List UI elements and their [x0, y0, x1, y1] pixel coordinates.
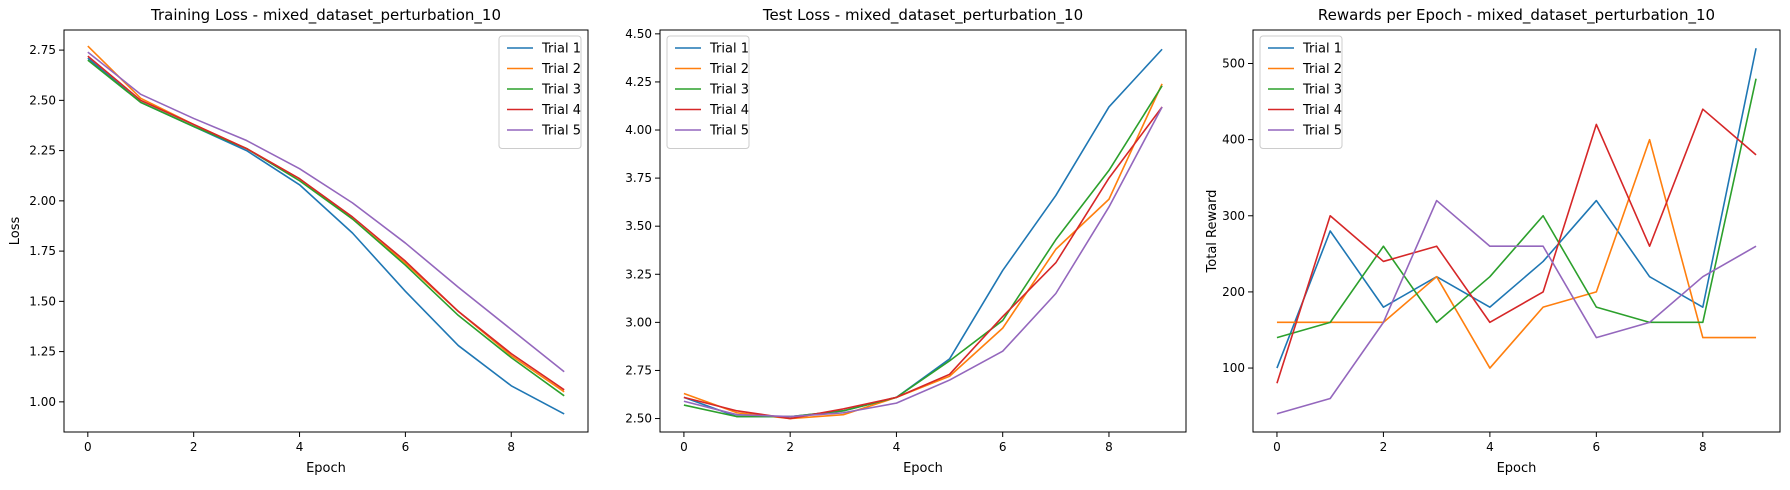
chart-title: Rewards per Epoch - mixed_dataset_pertur… [1318, 6, 1715, 25]
axes-frame [659, 29, 1187, 433]
series-line-trial-4 [87, 55, 565, 391]
y-tick-label: 2.75 [625, 363, 652, 377]
series-line-trial-5 [87, 51, 565, 373]
legend-label: Trial 3 [1302, 83, 1342, 98]
legend-box [498, 35, 582, 149]
chart-panel-3: 0 2 4 6 8 100 200 300 400 500 Rewards per Epoch - … [1205, 6, 1781, 476]
series-line-trial-2 [1276, 138, 1757, 369]
legend-label: Trial 4 [709, 103, 749, 118]
x-axis-label: Epoch [1497, 461, 1537, 476]
y-tick-label: 1.00 [29, 395, 56, 409]
x-axis: 0 2 4 6 8 [84, 432, 515, 454]
y-tick-label: 2.50 [625, 412, 652, 426]
y-tick-label: 3.50 [625, 219, 652, 233]
axes-frame [63, 29, 589, 433]
y-tick-label: 2.50 [29, 93, 56, 107]
x-tick-label: 6 [402, 440, 410, 454]
legend-label: Trial 3 [541, 83, 581, 98]
series-line-trial-1 [1276, 48, 1757, 369]
series-line-trial-5 [1276, 199, 1757, 415]
legend-label: Trial 2 [541, 62, 581, 77]
legend-label: Trial 4 [1302, 103, 1342, 118]
legend-label: Trial 5 [709, 124, 749, 139]
legend-box [666, 35, 750, 149]
x-tick-label: 4 [296, 440, 304, 454]
x-tick-label: 0 [680, 440, 688, 454]
axes-frame [1252, 29, 1781, 433]
chart-title: Test Loss - mixed_dataset_perturbation_1… [762, 6, 1083, 25]
y-tick-label: 4.00 [625, 123, 652, 137]
y-axis-label: Total Reward [1205, 190, 1220, 274]
y-axis: 100 200 300 400 500 [1222, 57, 1253, 375]
legend-label: Trial 2 [1302, 62, 1342, 77]
chart-title: Training Loss - mixed_dataset_perturbati… [150, 6, 501, 25]
x-tick-label: 2 [190, 440, 198, 454]
legend-box [1259, 35, 1343, 149]
y-tick-label: 3.00 [625, 315, 652, 329]
y-tick-label: 3.25 [625, 267, 652, 281]
y-tick-label: 500 [1222, 57, 1245, 71]
legend-label: Trial 3 [709, 83, 749, 98]
x-axis-label: Epoch [306, 461, 346, 476]
x-tick-label: 0 [1273, 440, 1281, 454]
y-tick-label: 4.25 [625, 75, 652, 89]
series-group [87, 45, 565, 415]
series-line-trial-5 [683, 106, 1163, 418]
y-tick-label: 2.75 [29, 43, 56, 57]
legend: Trial 1 Trial 2 Trial 3 Trial 4 Trial 5 [666, 35, 750, 149]
series-line-trial-4 [1276, 108, 1757, 384]
legend: Trial 1 Trial 2 Trial 3 Trial 4 Trial 5 [498, 35, 582, 149]
x-tick-label: 6 [1593, 440, 1601, 454]
x-tick-label: 2 [786, 440, 794, 454]
legend-label: Trial 4 [541, 103, 581, 118]
chart-panel-2: 0 2 4 6 8 2.50 2.75 3.00 3.25 3.50 3.75 4.00 4.25 4.5… [625, 6, 1187, 476]
series-group [683, 48, 1163, 420]
x-tick-label: 4 [893, 440, 901, 454]
x-tick-label: 8 [1699, 440, 1707, 454]
legend-label: Trial 1 [709, 42, 749, 57]
chart-panel-1: 0 2 4 6 8 1.00 1.25 1.50 1.75 2.00 2.25 2.50 2.75 Tra… [8, 6, 589, 476]
y-axis: 1.00 1.25 1.50 1.75 2.00 2.25 2.50 2.75 [29, 43, 64, 409]
legend-label: Trial 5 [1302, 124, 1342, 139]
legend-label: Trial 5 [541, 124, 581, 139]
series-line-trial-4 [683, 106, 1163, 420]
x-axis: 0 2 4 6 8 [1273, 432, 1707, 454]
y-tick-label: 2.25 [29, 144, 56, 158]
x-tick-label: 8 [1105, 440, 1113, 454]
y-tick-label: 2.00 [29, 194, 56, 208]
legend-label: Trial 1 [1302, 42, 1342, 57]
y-tick-label: 4.50 [625, 27, 652, 41]
y-tick-label: 1.25 [29, 345, 56, 359]
x-tick-label: 6 [999, 440, 1007, 454]
y-tick-label: 200 [1222, 285, 1245, 299]
x-tick-label: 0 [84, 440, 92, 454]
x-tick-label: 4 [1486, 440, 1494, 454]
x-tick-label: 2 [1380, 440, 1388, 454]
x-tick-label: 8 [507, 440, 515, 454]
legend: Trial 1 Trial 2 Trial 3 Trial 4 Trial 5 [1259, 35, 1343, 149]
x-axis-label: Epoch [903, 461, 943, 476]
y-tick-label: 100 [1222, 361, 1245, 375]
series-line-trial-3 [683, 85, 1163, 418]
legend-label: Trial 1 [541, 42, 581, 57]
series-line-trial-3 [87, 59, 565, 397]
y-tick-label: 1.50 [29, 294, 56, 308]
y-axis-label: Loss [8, 217, 23, 246]
y-tick-label: 300 [1222, 209, 1245, 223]
series-group [1276, 48, 1757, 415]
y-tick-label: 400 [1222, 133, 1245, 147]
y-tick-label: 3.75 [625, 171, 652, 185]
legend-label: Trial 2 [709, 62, 749, 77]
y-axis: 2.50 2.75 3.00 3.25 3.50 3.75 4.00 4.25 4.50 [625, 27, 660, 426]
x-axis: 0 2 4 6 8 [680, 432, 1113, 454]
chart-panels: 0 2 4 6 8 1.00 1.25 1.50 1.75 2.00 2.25 2.50 2.75 Tra… [8, 6, 1781, 476]
y-tick-label: 1.75 [29, 244, 56, 258]
